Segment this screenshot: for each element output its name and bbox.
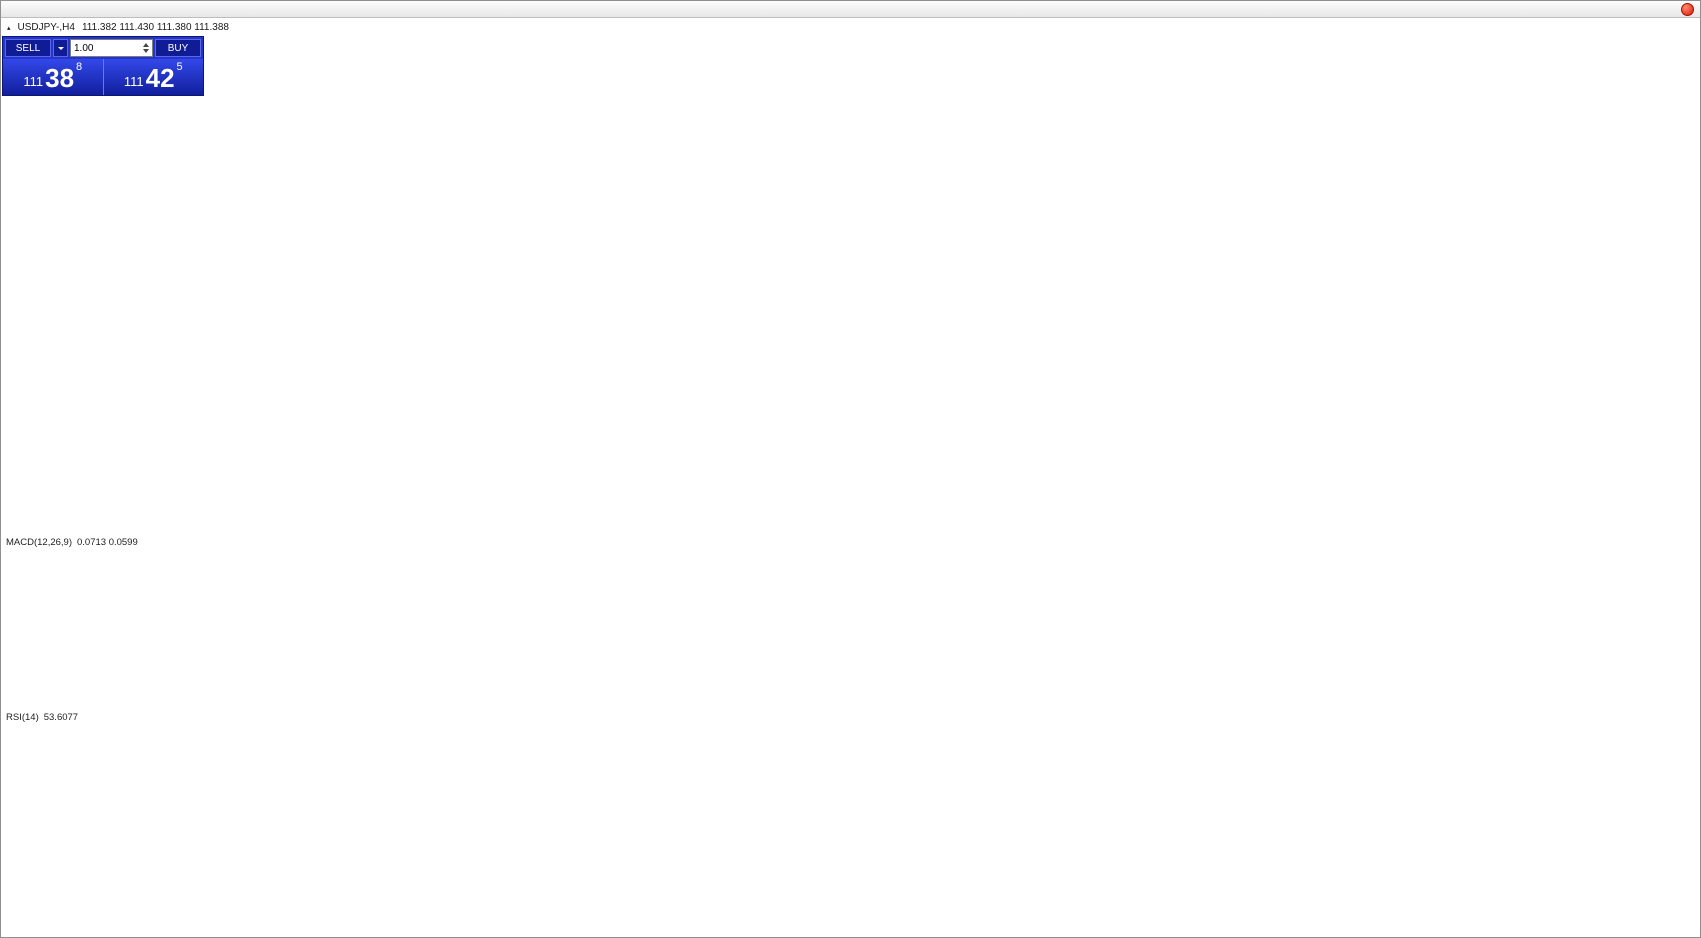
step-up-icon [143,43,149,47]
sell-price-big: 38 [45,63,75,94]
main-toolbar [1,1,1700,18]
macd-name: MACD(12,26,9) [6,537,72,548]
symbol-period: USDJPY-,H4 [17,22,75,33]
collapse-icon: ▴ [7,24,11,32]
macd-values: 0.0713 0.0599 [77,537,138,548]
buy-price-sup: 5 [176,61,183,73]
chart-symbol-ohlc: ▴ USDJPY-,H4 111.382 111.430 111.380 111… [7,22,229,33]
sell-price-sup: 8 [76,61,83,73]
buy-price[interactable]: 111 42 5 [104,59,204,95]
caret-down-icon [57,46,64,50]
price-divider [102,59,104,95]
step-down-icon [143,49,149,53]
rsi-value: 53.6077 [43,712,79,723]
macd-indicator-label: MACD(12,26,9) 0.0713 0.0599 [6,537,138,548]
buy-button[interactable]: BUY [155,39,201,57]
rsi-name: RSI(14) [6,712,39,723]
volume-input[interactable]: 1.00 [70,39,153,57]
volume-steppers[interactable] [143,43,149,53]
trade-panel-controls: SELL 1.00 BUY [3,37,203,59]
sell-price-main: 111 [23,73,44,89]
one-click-trading-panel: SELL 1.00 BUY 111 38 8 111 42 5 [3,37,203,95]
notification-icon[interactable] [1681,3,1694,16]
sell-options-caret[interactable] [53,39,68,57]
trade-panel-prices: 111 38 8 111 42 5 [3,59,203,95]
sell-button[interactable]: SELL [5,39,51,57]
ohlc-values: 111.382 111.430 111.380 111.388 [81,22,229,33]
volume-value: 1.00 [74,42,94,54]
buy-price-big: 42 [145,63,175,94]
buy-price-main: 111 [123,73,144,89]
rsi-indicator-label: RSI(14) 53.6077 [6,712,78,723]
sell-price[interactable]: 111 38 8 [3,59,103,95]
